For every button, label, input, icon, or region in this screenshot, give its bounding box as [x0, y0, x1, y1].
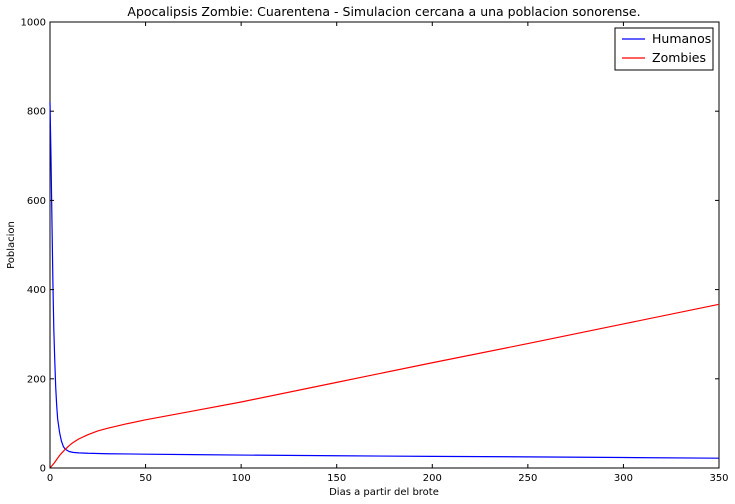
x-tick-label: 50	[139, 473, 152, 484]
x-tick-label: 200	[423, 473, 442, 484]
chart-title: Apocalipsis Zombie: Cuarentena - Simulac…	[127, 4, 640, 19]
series-line-humanos	[49, 102, 720, 459]
x-tick-label: 100	[232, 473, 251, 484]
y-tick-label: 400	[27, 285, 46, 296]
y-axis-label: Poblacion	[6, 221, 17, 269]
x-tick-label: 0	[47, 473, 53, 484]
y-tick-label: 1000	[21, 18, 46, 29]
y-tick-label: 0	[40, 464, 46, 475]
legend: Humanos Zombies	[614, 27, 714, 71]
legend-box	[614, 27, 714, 71]
y-tick-label: 200	[27, 374, 46, 385]
x-tick-label: 150	[327, 473, 346, 484]
series-line-zombies	[49, 303, 720, 469]
legend-label-zombies: Zombies	[652, 50, 706, 65]
tick-layer: 0 50 100 150 200 250 300 350 0 200 400 600 800 1000	[21, 18, 729, 485]
series-layer	[49, 102, 720, 469]
plot-frame	[49, 21, 720, 469]
legend-label-humanos: Humanos	[652, 31, 711, 46]
x-tick-label: 250	[518, 473, 537, 484]
x-axis-label: Dias a partir del brote	[329, 487, 439, 498]
x-tick-label: 350	[709, 473, 728, 484]
plot-area: 0 50 100 150 200 250 300 350 0 200 400 600 800 1000	[21, 18, 729, 485]
y-tick-label: 600	[27, 196, 46, 207]
y-tick-label: 800	[27, 107, 46, 118]
x-tick-label: 300	[614, 473, 633, 484]
